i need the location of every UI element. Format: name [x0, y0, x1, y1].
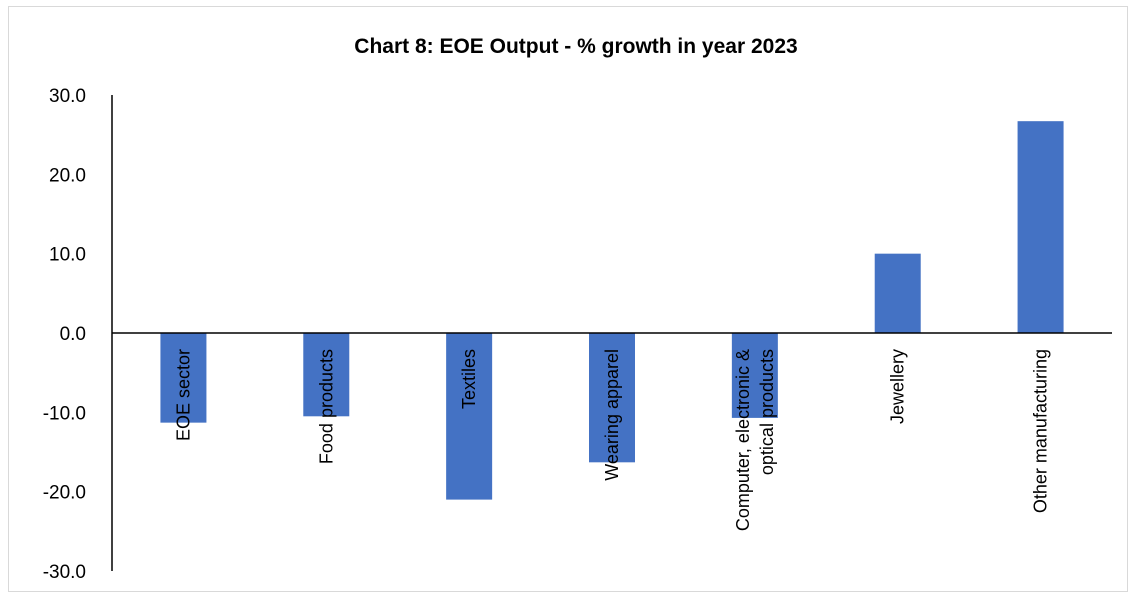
- category-label: Textiles: [459, 349, 479, 409]
- category-label: Jewellery: [888, 349, 908, 424]
- y-tick-label: 0.0: [60, 324, 86, 345]
- y-tick-label: -10.0: [43, 403, 86, 424]
- bars-group: [160, 121, 1064, 500]
- category-label: Wearing apparel: [602, 349, 622, 481]
- bar: [446, 333, 493, 500]
- bar: [1017, 121, 1064, 334]
- category-label: EOE sector: [173, 349, 193, 441]
- category-labels: EOE sector Food products Textiles Wearing a…: [173, 349, 1050, 531]
- y-tick-label: 10.0: [49, 245, 86, 266]
- category-label: Computer, electronic &: [733, 349, 753, 531]
- bar: [589, 333, 635, 463]
- category-label: optical products: [757, 349, 777, 475]
- bar: [303, 333, 350, 417]
- bar: [160, 333, 207, 423]
- y-tick-label: 20.0: [49, 165, 86, 186]
- chart-frame: [8, 6, 1128, 592]
- y-tick-labels: 30.0 20.0 10.0 0.0 -10.0 -20.0 -30.0: [43, 86, 86, 583]
- y-tick-label: -30.0: [43, 562, 86, 583]
- bar: [731, 333, 778, 418]
- bar: [874, 253, 921, 333]
- y-tick-label: -20.0: [43, 483, 86, 504]
- category-label: Other manufacturing: [1031, 349, 1051, 513]
- chart-title: Chart 8: EOE Output - % growth in year 2…: [354, 35, 797, 58]
- category-label: Food products: [316, 349, 336, 464]
- y-tick-label: 30.0: [49, 86, 86, 107]
